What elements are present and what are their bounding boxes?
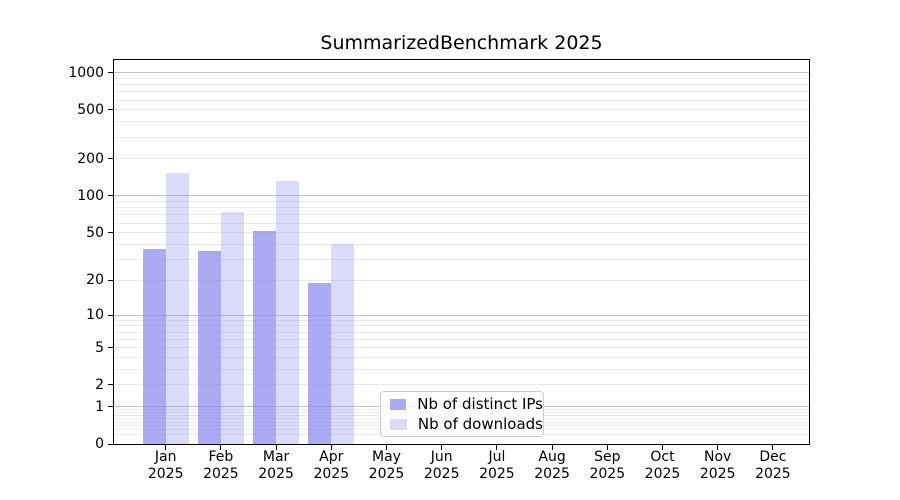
x-tick-mark: [496, 445, 498, 450]
gridline-minor: [114, 207, 809, 209]
y-tick-mark: [108, 406, 114, 408]
x-tick-mark: [717, 445, 719, 450]
bar-nb-of-downloads-jan: [165, 172, 189, 444]
gridline-minor: [114, 158, 809, 160]
y-tick-mark: [108, 314, 114, 316]
y-tick-mark: [108, 72, 114, 74]
gridline-minor: [114, 109, 809, 111]
x-tick-mark: [330, 445, 332, 450]
legend-label-downloads: Nb of downloads: [417, 415, 543, 433]
gridline-major: [114, 314, 809, 316]
y-tick-mark: [108, 279, 114, 281]
legend: Nb of distinct IPs Nb of downloads: [380, 391, 544, 437]
y-tick-label-20: 20: [86, 272, 104, 289]
y-tick-mark: [108, 158, 114, 160]
x-tick-label-oct: Oct 2025: [644, 449, 681, 482]
y-tick-label-0: 0: [95, 436, 104, 452]
gridline-minor: [114, 121, 809, 123]
x-tick-mark: [441, 445, 443, 450]
x-tick-label-nov: Nov 2025: [699, 449, 736, 482]
gridline-minor: [114, 201, 809, 203]
gridline-major: [114, 195, 809, 197]
legend-label-distinct-ips: Nb of distinct IPs: [417, 395, 543, 413]
gridline-minor: [114, 84, 809, 86]
y-tick-mark: [108, 195, 114, 197]
gridline-minor: [114, 232, 809, 234]
gridline-minor: [114, 325, 809, 327]
gridline-minor: [114, 77, 809, 79]
x-tick-mark: [386, 445, 387, 450]
y-tick-label-200: 200: [77, 150, 104, 167]
gridline-minor: [114, 368, 809, 370]
x-tick-mark: [606, 445, 608, 450]
y-tick-mark: [108, 443, 114, 445]
x-tick-label-feb: Feb 2025: [203, 449, 239, 482]
bar-nb-of-distinct-ips-mar: [253, 230, 277, 444]
gridline-minor: [114, 338, 809, 340]
x-tick-mark: [662, 445, 663, 450]
y-tick-mark: [108, 347, 114, 349]
x-tick-label-dec: Dec 2025: [755, 449, 791, 482]
gridline-minor: [114, 91, 809, 93]
gridline-minor: [114, 258, 809, 260]
y-tick-label-100: 100: [77, 187, 104, 204]
x-tick-label-apr: Apr 2025: [313, 449, 350, 482]
gridline-minor: [114, 347, 809, 349]
gridline-minor: [114, 331, 809, 333]
y-tick-mark: [108, 109, 114, 111]
gridline-minor: [114, 243, 809, 245]
bar-nb-of-downloads-feb: [220, 211, 244, 444]
bar-nb-of-downloads-mar: [276, 181, 300, 444]
legend-item-downloads: Nb of downloads: [390, 416, 543, 432]
gridline-minor: [114, 99, 809, 101]
x-tick-label-jun: Jun 2025: [423, 449, 460, 482]
x-tick-mark: [275, 445, 277, 450]
y-tick-label-10: 10: [86, 307, 104, 324]
x-tick-label-sep: Sep 2025: [589, 449, 626, 482]
y-tick-label-2: 2: [95, 376, 104, 393]
y-tick-label-500: 500: [77, 101, 104, 118]
bar-nb-of-distinct-ips-apr: [308, 282, 332, 444]
x-tick-mark: [165, 445, 167, 450]
y-tick-label-50: 50: [86, 224, 104, 241]
gridline-minor: [114, 279, 809, 281]
bar-nb-of-distinct-ips-feb: [197, 251, 221, 444]
legend-swatch-downloads: [390, 418, 407, 430]
y-tick-mark: [108, 232, 114, 234]
bar-nb-of-distinct-ips-jan: [142, 248, 166, 444]
legend-swatch-distinct-ips: [390, 398, 407, 410]
y-tick-label-1: 1: [95, 398, 104, 415]
x-tick-label-mar: Mar 2025: [258, 449, 294, 482]
legend-item-distinct-ips: Nb of distinct IPs: [390, 396, 543, 412]
gridline-minor: [114, 384, 809, 386]
x-tick-mark: [772, 445, 774, 450]
x-tick-label-jan: Jan 2025: [147, 449, 184, 482]
x-tick-label-may: May 2025: [368, 449, 405, 482]
y-tick-label-1000: 1000: [68, 64, 104, 81]
y-tick-mark: [108, 384, 114, 386]
gridline-minor: [114, 214, 809, 216]
plot-area: [113, 59, 810, 445]
chart-title: SummarizedBenchmark 2025: [320, 32, 603, 54]
x-tick-mark: [220, 445, 222, 450]
x-tick-label-jul: Jul 2025: [479, 449, 515, 482]
x-tick-mark: [551, 445, 553, 450]
y-tick-label-5: 5: [95, 339, 104, 356]
gridline-minor: [114, 356, 809, 358]
bar-nb-of-downloads-apr: [331, 244, 355, 444]
gridline-major: [114, 72, 809, 74]
gridline-minor: [114, 222, 809, 224]
x-tick-label-aug: Aug 2025: [534, 449, 570, 482]
gridline-minor: [114, 319, 809, 321]
gridline-minor: [114, 136, 809, 138]
